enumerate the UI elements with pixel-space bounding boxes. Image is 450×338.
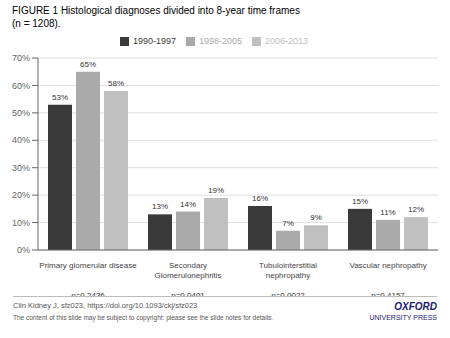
html-text:UNIVERSITY PRESS: UNIVERSITY PRESS xyxy=(369,314,437,321)
html-text:Clin Kidney J, sfz023, https:/: Clin Kidney J, sfz023, https://doi.org/1… xyxy=(13,301,198,310)
svg-text:Primary glomerular disease: Primary glomerular disease xyxy=(39,261,137,270)
svg-text:50%: 50% xyxy=(12,108,30,118)
svg-text:10%: 10% xyxy=(12,218,30,228)
html-text:The content of this slide may: The content of this slide may be subject… xyxy=(13,314,274,321)
svg-text:0%: 0% xyxy=(17,245,30,255)
svg-text:58%: 58% xyxy=(108,79,124,88)
html-text:1990-1997: 1990-1997 xyxy=(132,36,176,46)
svg-text:70%: 70% xyxy=(12,53,30,63)
svg-text:30%: 30% xyxy=(12,163,30,173)
svg-text:65%: 65% xyxy=(80,60,96,69)
svg-text:53%: 53% xyxy=(52,93,68,102)
svg-text:16%: 16% xyxy=(252,194,268,203)
svg-text:40%: 40% xyxy=(12,135,30,145)
svg-text:Vascular nephropathy: Vascular nephropathy xyxy=(349,261,426,270)
svg-text:Tubulointerstitialnephropathy: Tubulointerstitialnephropathy xyxy=(259,261,317,280)
svg-text:14%: 14% xyxy=(180,200,196,209)
svg-text:15%: 15% xyxy=(352,197,368,206)
svg-text:9%: 9% xyxy=(310,213,322,222)
svg-text:11%: 11% xyxy=(380,208,395,217)
html-text:OXFORD: OXFORD xyxy=(394,301,437,312)
html-text:FIGURE 1 Histological diagnose: FIGURE 1 Histological diagnoses divided … xyxy=(12,5,300,29)
svg-text:19%: 19% xyxy=(208,186,224,195)
html-text:2006-2013: 2006-2013 xyxy=(265,36,309,46)
svg-text:7%: 7% xyxy=(282,219,294,228)
svg-text:12%: 12% xyxy=(408,205,424,214)
svg-text:13%: 13% xyxy=(152,202,168,211)
svg-text:SecondaryGlomerulonephritis: SecondaryGlomerulonephritis xyxy=(154,261,221,280)
svg-text:20%: 20% xyxy=(12,190,30,200)
html-text:1998-2005: 1998-2005 xyxy=(199,36,242,46)
svg-text:60%: 60% xyxy=(12,81,30,91)
